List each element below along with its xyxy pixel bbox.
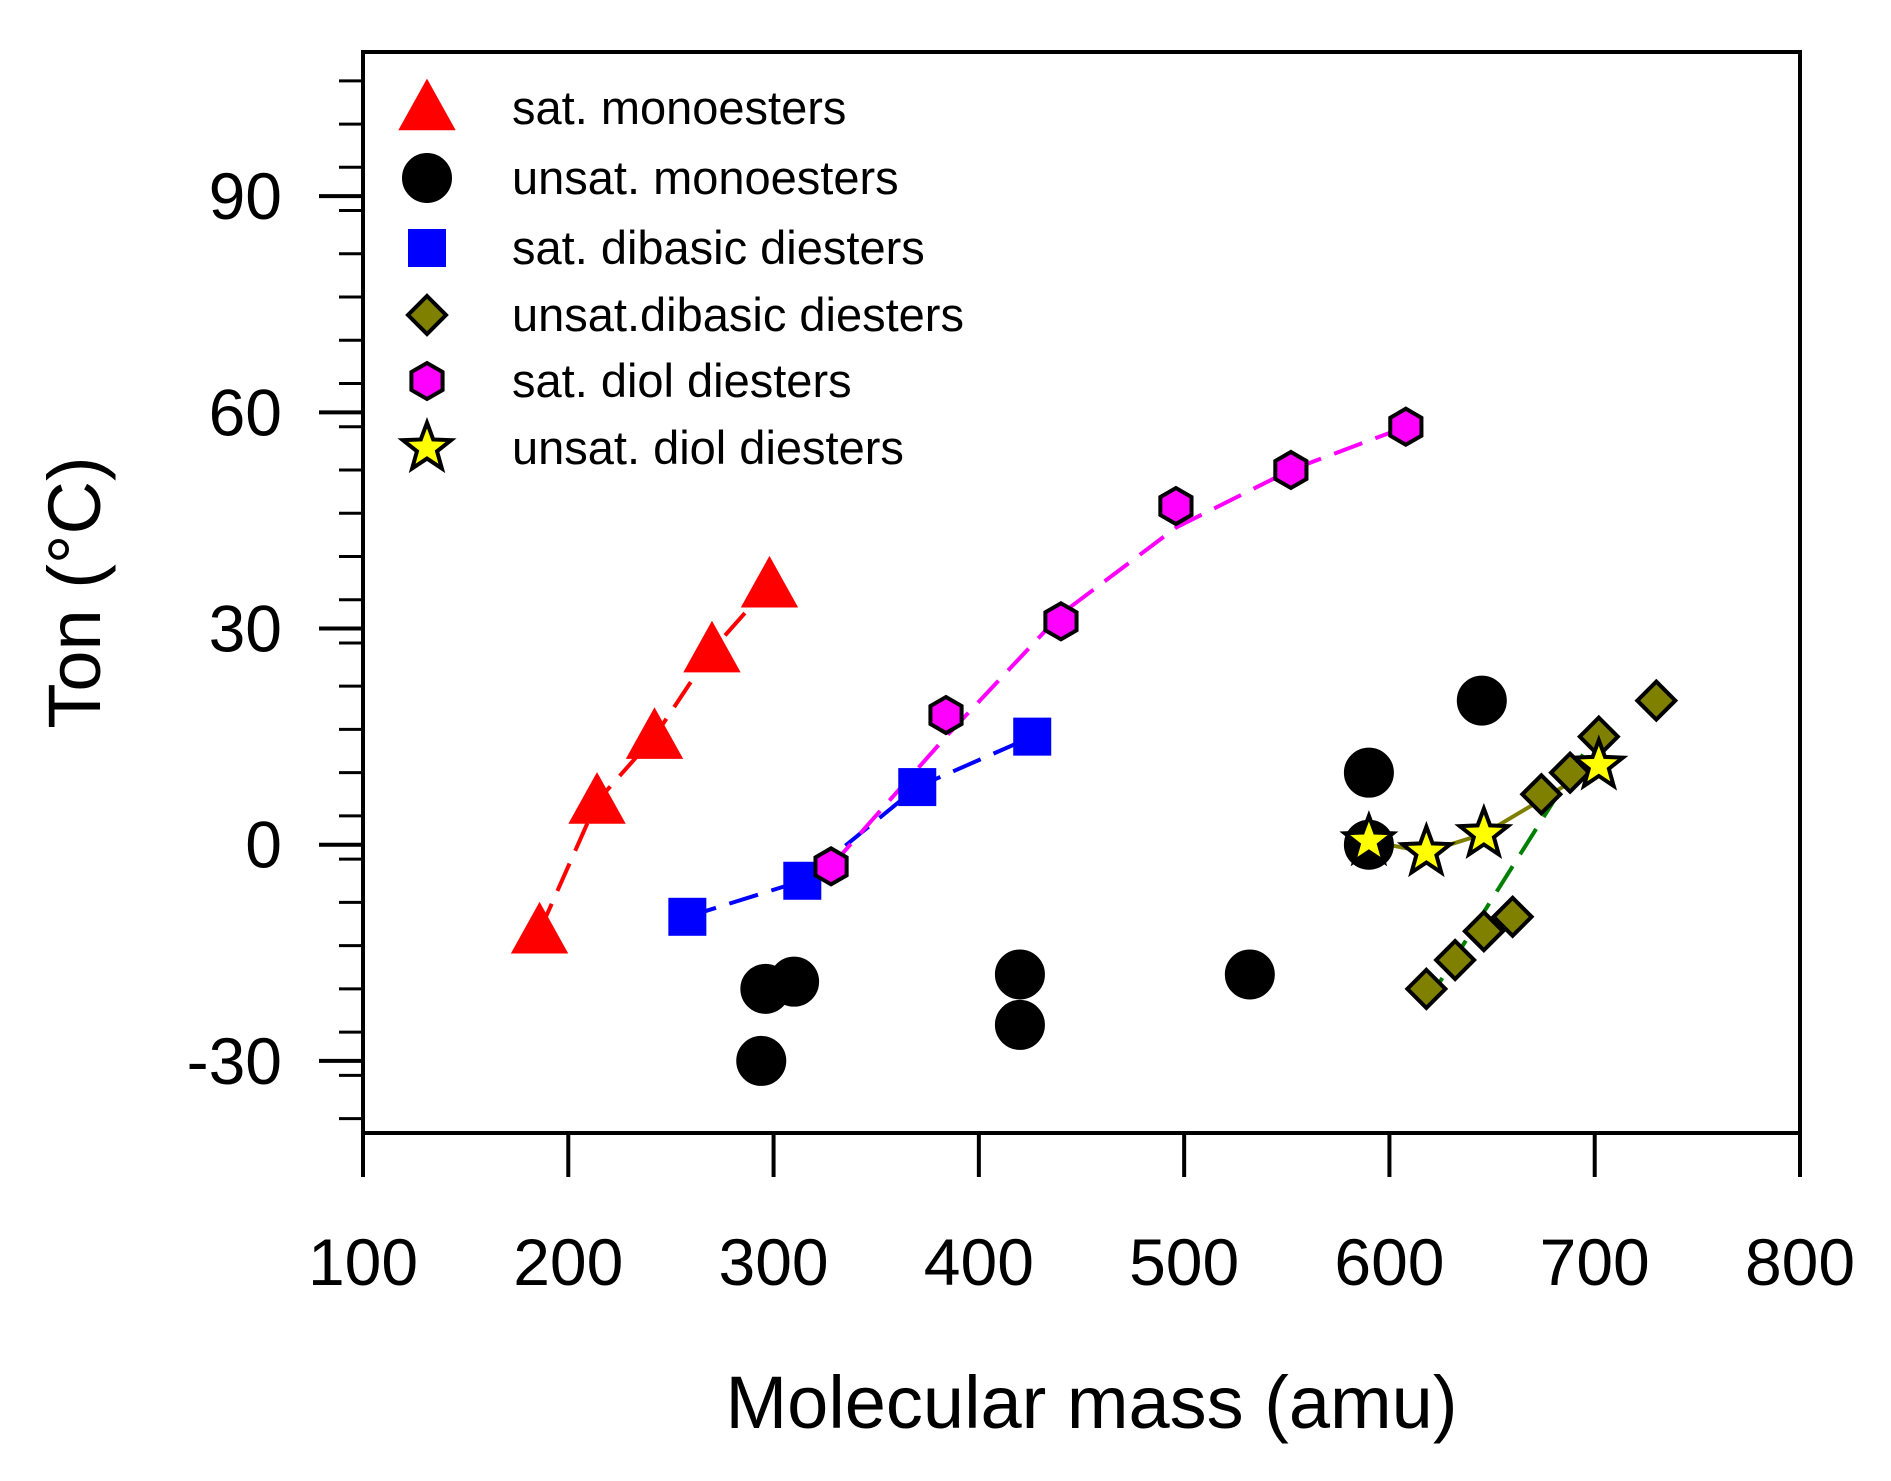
data-points	[510, 406, 1679, 1086]
data-point-unsat-dibasic-diesters	[1490, 894, 1535, 939]
data-point-sat-diol-diesters	[1388, 406, 1424, 448]
x-axis-label: Molecular mass (amu)	[726, 1361, 1458, 1444]
legend-marker-unsat-diol-diesters	[397, 416, 457, 474]
data-point-unsat-dibasic-diesters	[1433, 938, 1477, 982]
data-point-sat-diol-diesters	[928, 694, 964, 736]
data-point-unsat-diol-diesters	[1396, 820, 1456, 878]
data-point-sat-diol-diesters	[1273, 449, 1309, 491]
y-axis-label: Ton (°C)	[33, 456, 116, 728]
data-point-sat-dibasic-diesters	[1013, 717, 1052, 756]
data-point-unsat-monoesters	[1343, 747, 1394, 798]
data-point-unsat-dibasic-diesters	[1462, 909, 1506, 954]
x-tick-label: 700	[1540, 1225, 1650, 1299]
legend-label-unsat-monoesters: unsat. monoesters	[512, 151, 899, 204]
data-point-sat-dibasic-diesters	[668, 897, 707, 936]
legend-marker-sat-dibasic-diesters	[408, 229, 446, 267]
data-point-unsat-dibasic-diesters	[1519, 772, 1564, 817]
legend-marker-unsat-dibasic-diesters	[405, 293, 449, 337]
legend-label-sat-dibasic-diesters: sat. dibasic diesters	[512, 221, 925, 274]
legend-marker-unsat-monoesters	[402, 153, 452, 203]
fit-line	[829, 424, 1407, 868]
data-point-unsat-dibasic-diesters	[1404, 967, 1449, 1011]
legend-label-unsat-dibasic-diesters: unsat.dibasic diesters	[512, 288, 964, 341]
data-point-unsat-diol-diesters	[1569, 734, 1629, 791]
data-point-unsat-monoesters	[736, 1035, 787, 1086]
data-point-sat-monoesters	[568, 772, 626, 824]
axis-ticks: 100 200 300 400 500 600 700 800 -30 0 30 60 90	[187, 79, 1855, 1299]
data-point-sat-dibasic-diesters	[898, 768, 937, 807]
data-point-unsat-monoesters	[769, 956, 820, 1007]
y-tick-label: 60	[209, 375, 282, 449]
x-tick-label: 100	[308, 1225, 418, 1299]
data-point-sat-monoesters	[625, 707, 684, 759]
legend-label-sat-diol-diesters: sat. diol diesters	[512, 354, 852, 407]
data-point-unsat-monoesters	[1456, 675, 1507, 726]
x-tick-label: 800	[1745, 1225, 1855, 1299]
data-point-sat-diol-diesters	[1043, 601, 1079, 642]
x-tick-label: 400	[924, 1225, 1034, 1299]
data-point-sat-monoesters	[510, 901, 569, 954]
legend: sat. monoesters unsat. monoesters sat. dib…	[397, 78, 964, 474]
x-tick-label: 600	[1334, 1225, 1444, 1299]
data-point-sat-monoesters	[683, 620, 741, 673]
x-tick-label: 500	[1129, 1225, 1239, 1299]
legend-label-sat-monoesters: sat. monoesters	[512, 81, 846, 134]
data-point-unsat-diol-diesters	[1339, 810, 1399, 867]
data-point-unsat-diol-diesters	[1454, 802, 1514, 860]
y-tick-label: 30	[209, 592, 282, 666]
legend-marker-sat-diol-diesters	[409, 360, 445, 402]
legend-marker-sat-monoesters	[398, 78, 456, 131]
x-tick-label: 200	[513, 1225, 623, 1299]
data-point-sat-diol-diesters	[1158, 485, 1194, 527]
data-point-sat-monoesters	[740, 555, 799, 608]
data-point-unsat-monoesters	[994, 999, 1045, 1050]
y-tick-label: 90	[209, 159, 282, 233]
data-point-unsat-dibasic-diesters	[1634, 678, 1679, 723]
data-point-sat-diol-diesters	[813, 846, 849, 887]
data-point-unsat-monoesters	[994, 949, 1045, 1000]
y-tick-label: 0	[245, 808, 282, 882]
plot-frame	[361, 50, 1802, 1135]
legend-label-unsat-diol-diesters: unsat. diol diesters	[512, 421, 904, 474]
y-tick-label: -30	[187, 1024, 282, 1098]
x-tick-label: 300	[719, 1225, 829, 1299]
data-point-unsat-monoesters	[1224, 949, 1275, 1000]
fit-line	[686, 734, 1034, 919]
